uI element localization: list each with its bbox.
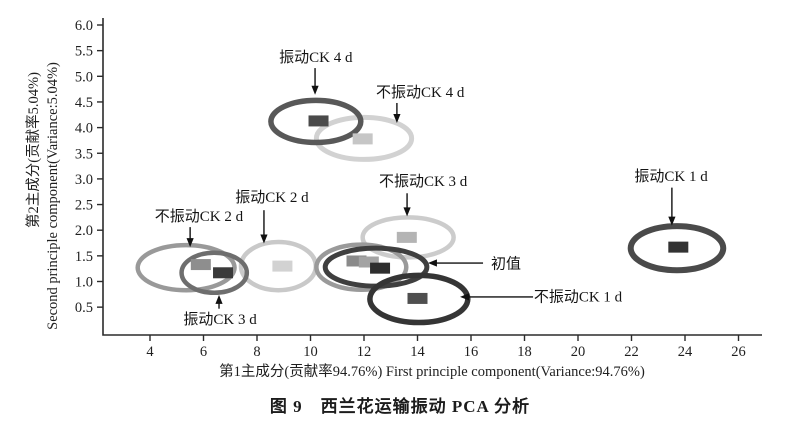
group-ellipse-no-vibration-ck-4d bbox=[313, 114, 415, 162]
arrowhead-vibration-ck-4d bbox=[311, 85, 319, 95]
x-tick-label: 20 bbox=[571, 344, 586, 360]
y-axis-title-cn: 第2主成分(贡献率5.04%) bbox=[24, 72, 42, 228]
x-tick-label: 22 bbox=[624, 344, 639, 360]
label-no-vibration-ck-4d: 不振动CK 4 d bbox=[376, 84, 465, 101]
x-tick-label: 16 bbox=[464, 344, 479, 360]
point-vibration-ck-4d bbox=[308, 115, 329, 127]
y-tick-label: 1.5 bbox=[75, 249, 93, 265]
figure-caption: 图 9 西兰花运输振动 PCA 分析 bbox=[269, 397, 531, 416]
point-vibration-ck-1d bbox=[668, 241, 689, 253]
x-tick-label: 14 bbox=[410, 344, 425, 360]
arrowhead-vibration-ck-1d bbox=[668, 216, 676, 226]
point-vibration-ck-2d bbox=[272, 260, 293, 272]
x-tick-label: 18 bbox=[517, 344, 532, 360]
y-tick-label: 1.0 bbox=[75, 275, 93, 291]
x-tick-label: 26 bbox=[731, 344, 746, 360]
y-axis-title-en: Second principle component(Variance:5.04… bbox=[45, 62, 61, 330]
point-no-vibration-ck-4d bbox=[352, 133, 373, 145]
pca-plot: 4 6 8 10 12 14 16 18 20 22 24 26 0.5 1.0 1.5 2.0 2.5 3.0 3… bbox=[24, 18, 762, 380]
group-ellipse-vibration-ck-4d bbox=[268, 97, 364, 146]
y-tick-label: 5.5 bbox=[75, 44, 93, 60]
x-tick-label: 12 bbox=[357, 344, 372, 360]
group-ellipse-no-vibration-ck-3d bbox=[360, 215, 456, 260]
point-no-vibration-ck-3d bbox=[396, 231, 417, 243]
axis-lines bbox=[102, 18, 762, 336]
point-initial-value bbox=[358, 256, 379, 268]
group-ellipse-vibration-ck-3d bbox=[179, 250, 250, 296]
y-tick-label: 3.5 bbox=[75, 146, 93, 162]
y-tick-label: 6.0 bbox=[75, 18, 93, 34]
point-initial-value bbox=[346, 255, 367, 267]
y-tick-label: 2.5 bbox=[75, 198, 93, 214]
point-no-vibration-ck-1d bbox=[407, 292, 428, 304]
label-vibration-ck-3d: 振动CK 3 d bbox=[183, 311, 257, 328]
label-vibration-ck-2d: 振动CK 2 d bbox=[235, 189, 309, 206]
label-vibration-ck-1d: 振动CK 1 d bbox=[634, 168, 708, 185]
arrowhead-initial-value bbox=[427, 259, 437, 267]
arrowhead-no-vibration-ck-1d bbox=[460, 293, 470, 301]
label-initial-value: 初值 bbox=[491, 256, 521, 273]
y-tick-label: 2.0 bbox=[75, 223, 93, 239]
arrowhead-no-vibration-ck-4d bbox=[393, 113, 401, 123]
label-no-vibration-ck-1d: 不振动CK 1 d bbox=[534, 288, 623, 305]
group-ellipse-initial-value-outer bbox=[314, 242, 409, 292]
point-no-vibration-ck-2d bbox=[190, 259, 211, 271]
arrowhead-vibration-ck-3d bbox=[215, 294, 223, 304]
point-initial-value bbox=[370, 262, 391, 274]
group-ellipse-vibration-ck-1d bbox=[627, 223, 727, 274]
arrowhead-vibration-ck-2d bbox=[260, 234, 268, 244]
y-tick-label: 3.0 bbox=[75, 172, 93, 188]
y-tick-label: 4.0 bbox=[75, 121, 93, 137]
x-tick-label: 24 bbox=[678, 344, 693, 360]
y-tick-label: 0.5 bbox=[75, 300, 93, 316]
arrowhead-no-vibration-ck-3d bbox=[403, 207, 411, 217]
x-tick-label: 10 bbox=[303, 344, 318, 360]
y-tick-label: 5.0 bbox=[75, 69, 93, 85]
point-vibration-ck-3d bbox=[213, 267, 234, 279]
label-no-vibration-ck-2d: 不振动CK 2 d bbox=[155, 208, 244, 225]
arrowhead-no-vibration-ck-2d bbox=[186, 238, 194, 248]
label-vibration-ck-4d: 振动CK 4 d bbox=[279, 49, 353, 66]
x-axis-title: 第1主成分(贡献率94.76%) First principle compone… bbox=[219, 362, 645, 380]
y-tick-label: 4.5 bbox=[75, 95, 93, 111]
x-tick-label: 6 bbox=[200, 344, 207, 360]
group-ellipse-no-vibration-ck-2d bbox=[135, 242, 237, 293]
x-tick-label: 4 bbox=[146, 344, 154, 360]
x-tick-label: 8 bbox=[253, 344, 260, 360]
label-no-vibration-ck-3d: 不振动CK 3 d bbox=[379, 173, 468, 190]
